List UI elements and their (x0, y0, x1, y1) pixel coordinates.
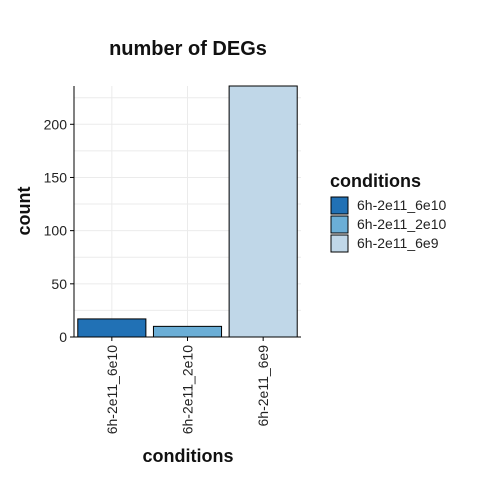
x-ticks: 6h-2e11_6e10 6h-2e11_2e10 6h-2e11_6e9 (104, 337, 271, 434)
legend-label: 6h-2e11_2e10 (357, 216, 446, 232)
legend-swatch (330, 215, 349, 234)
y-tick-label: 0 (59, 329, 67, 345)
y-tick-label: 50 (51, 276, 67, 292)
bar-2 (152, 325, 223, 338)
y-tick-label: 100 (44, 223, 68, 239)
x-tick-label: 6h-2e11_6e10 (104, 345, 120, 434)
y-axis-title: count (14, 187, 34, 236)
bar-3 (228, 85, 298, 338)
y-tick-label: 150 (44, 169, 68, 185)
legend-label: 6h-2e11_6e10 (357, 197, 446, 213)
legend: 6h-2e11_6e10 6h-2e11_2e10 6h-2e11_6e9 (330, 196, 446, 253)
bars (77, 85, 298, 338)
bar-1 (77, 318, 147, 338)
x-axis-title: conditions (143, 446, 234, 466)
chart-title: number of DEGs (109, 38, 267, 60)
x-tick-label: 6h-2e11_2e10 (180, 345, 196, 434)
legend-title: conditions (330, 171, 421, 191)
x-tick-label: 6h-2e11_6e9 (255, 345, 271, 427)
legend-swatch (330, 234, 349, 253)
y-ticks: 0 50 100 150 200 (44, 116, 74, 345)
legend-swatch (330, 196, 349, 215)
legend-label: 6h-2e11_6e9 (357, 235, 439, 251)
y-tick-label: 200 (44, 116, 68, 132)
